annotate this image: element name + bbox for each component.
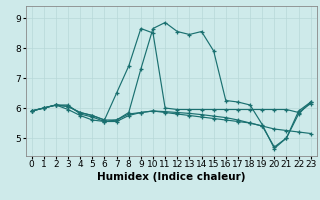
X-axis label: Humidex (Indice chaleur): Humidex (Indice chaleur) <box>97 172 245 182</box>
